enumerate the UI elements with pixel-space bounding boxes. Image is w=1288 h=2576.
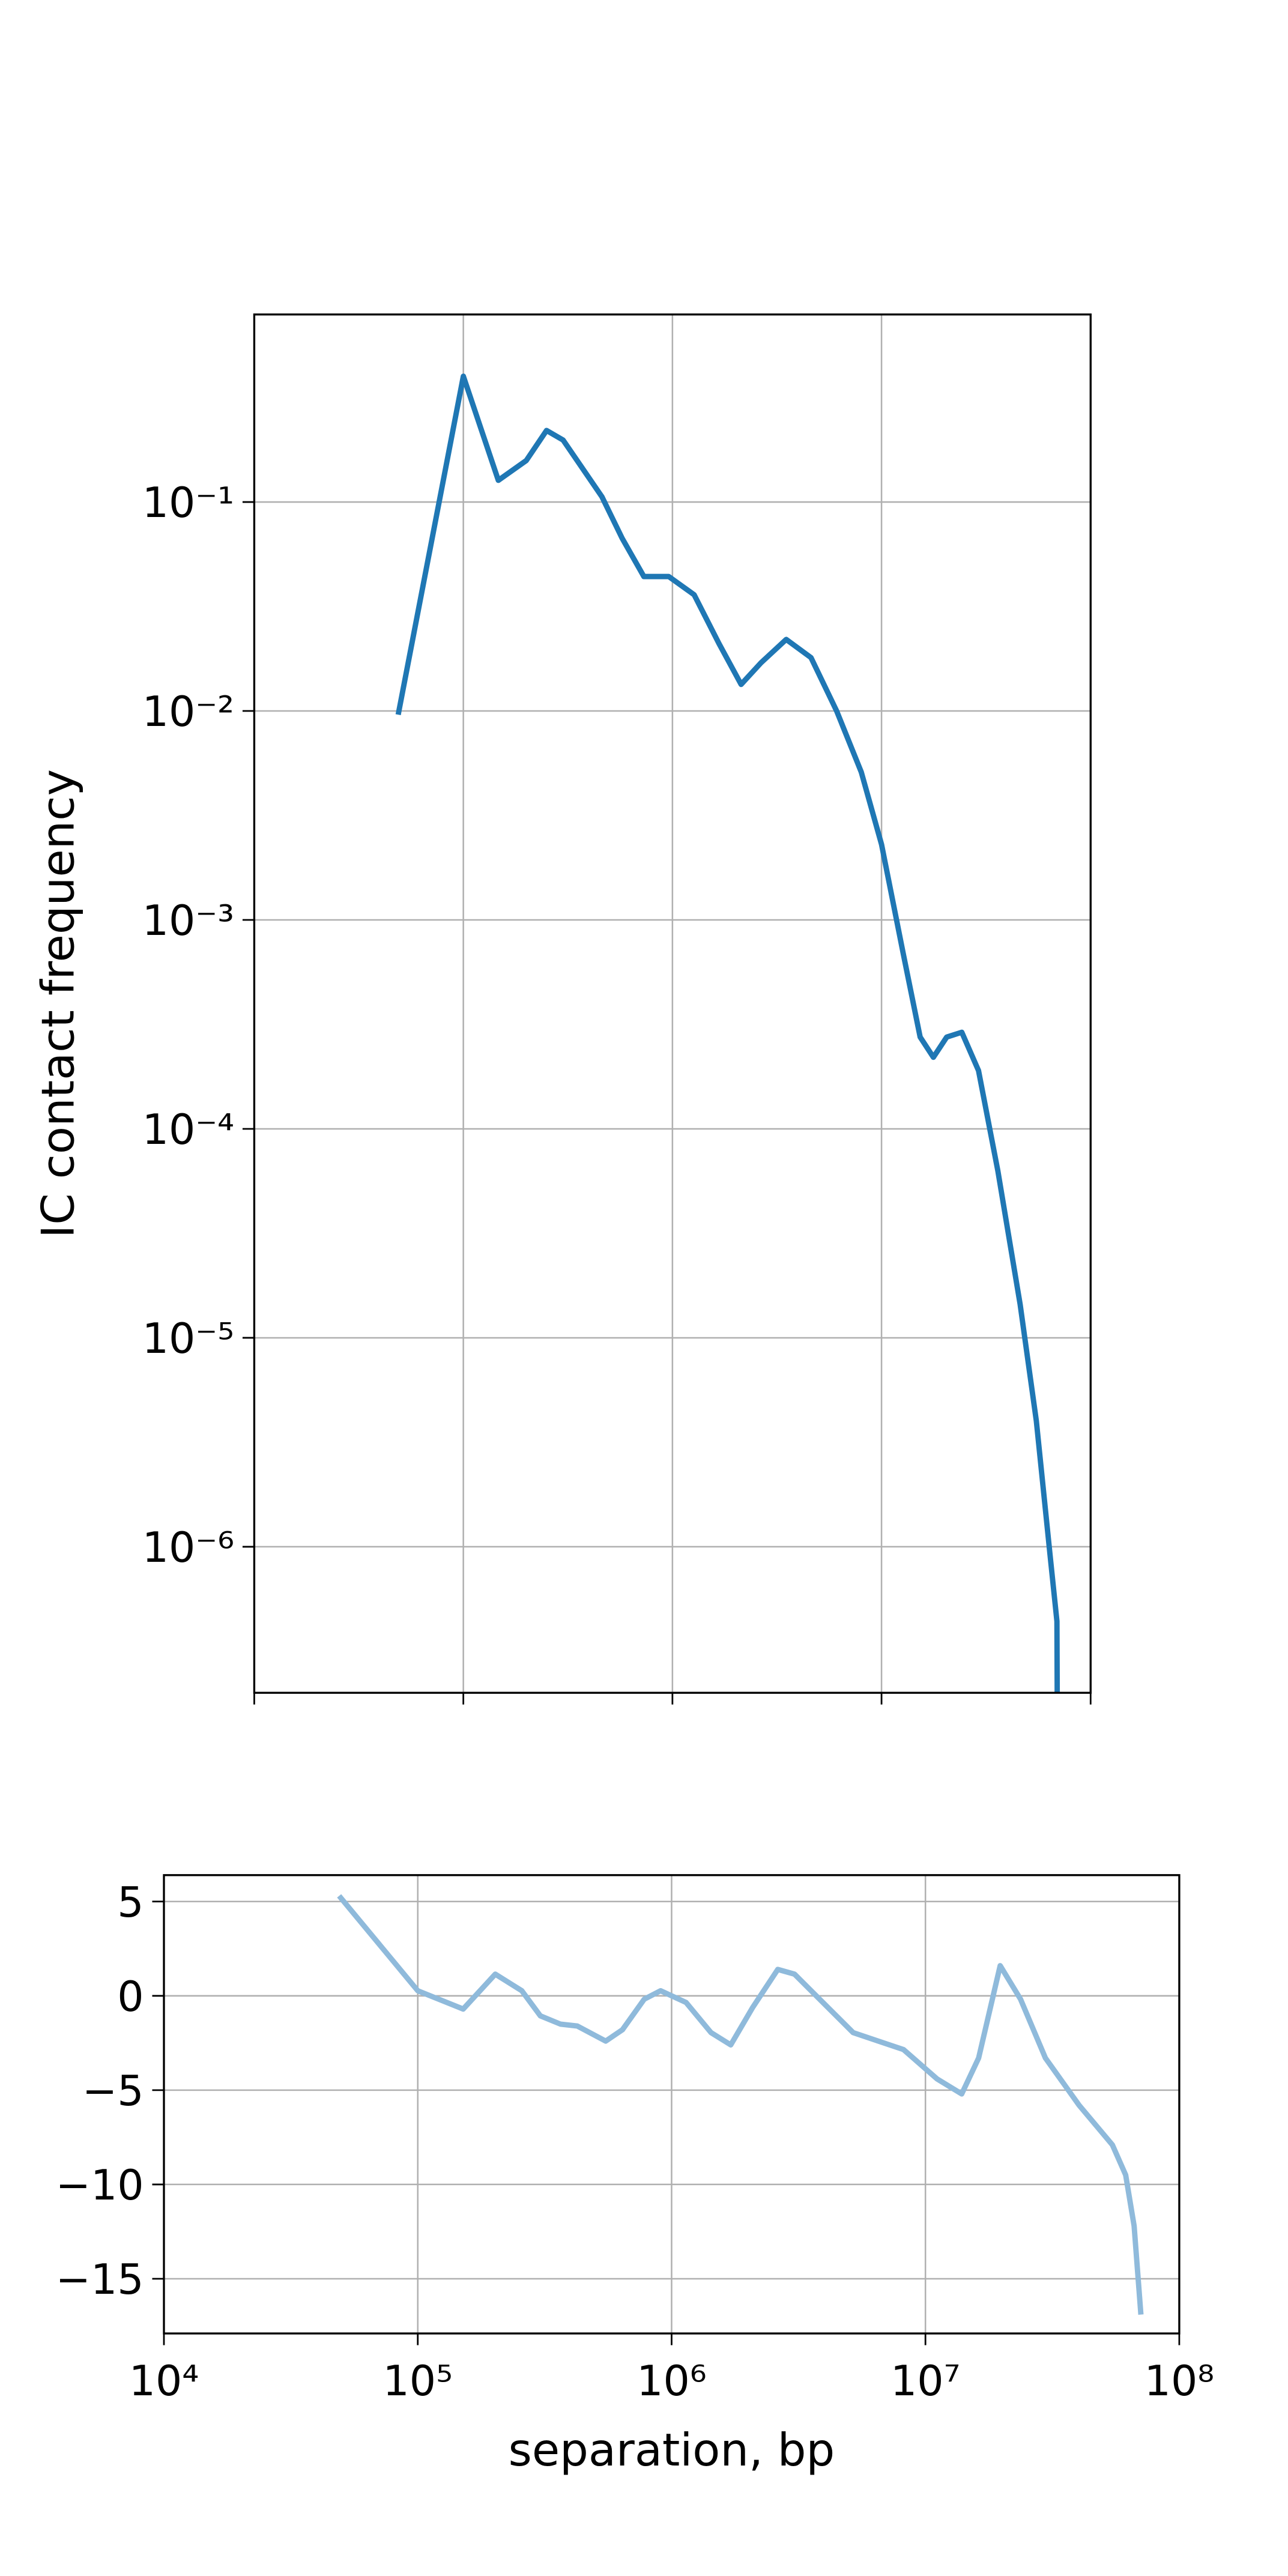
y-tick-label: 10⁻² [142,688,234,736]
x-tick-label: 10⁷ [890,2357,961,2405]
x-tick-label: 10⁸ [1144,2357,1215,2405]
y-tick-label: 0 [117,1973,144,2021]
plot-frame [163,1874,1181,2335]
y-tick-label: 10⁻¹ [142,479,234,527]
y-tick-label: 5 [117,1878,144,1927]
y-tick-label: −5 [82,2067,144,2115]
x-axis-label: separation, bp [509,2423,835,2476]
y-tick-label: −10 [56,2161,144,2210]
x-tick-label: 10⁵ [382,2357,453,2405]
plot: 50−5−10−1510⁴10⁵10⁶10⁷10⁸slopeseparation… [56,1874,1215,2476]
x-tick-label: 10⁶ [636,2357,707,2405]
y-tick-label: 10⁻⁶ [142,1523,234,1572]
y-tick-label: 10⁻⁴ [142,1105,234,1154]
y-tick-label: 10⁻³ [142,896,234,945]
data-line [395,373,1060,1693]
plot-frame [253,313,1092,1694]
data-line [337,1894,1144,2315]
plot: 10⁻¹ 10⁻² 10⁻³ 10⁻⁴ 10⁻⁵ 10⁻⁶ IC contact frequ… [32,313,1092,1705]
y-tick-label: 10⁻⁵ [142,1314,234,1363]
y-axis-label: IC contact frequency [32,769,85,1238]
x-tick-label: 10⁴ [129,2357,199,2405]
y-tick-label: −15 [56,2255,144,2304]
